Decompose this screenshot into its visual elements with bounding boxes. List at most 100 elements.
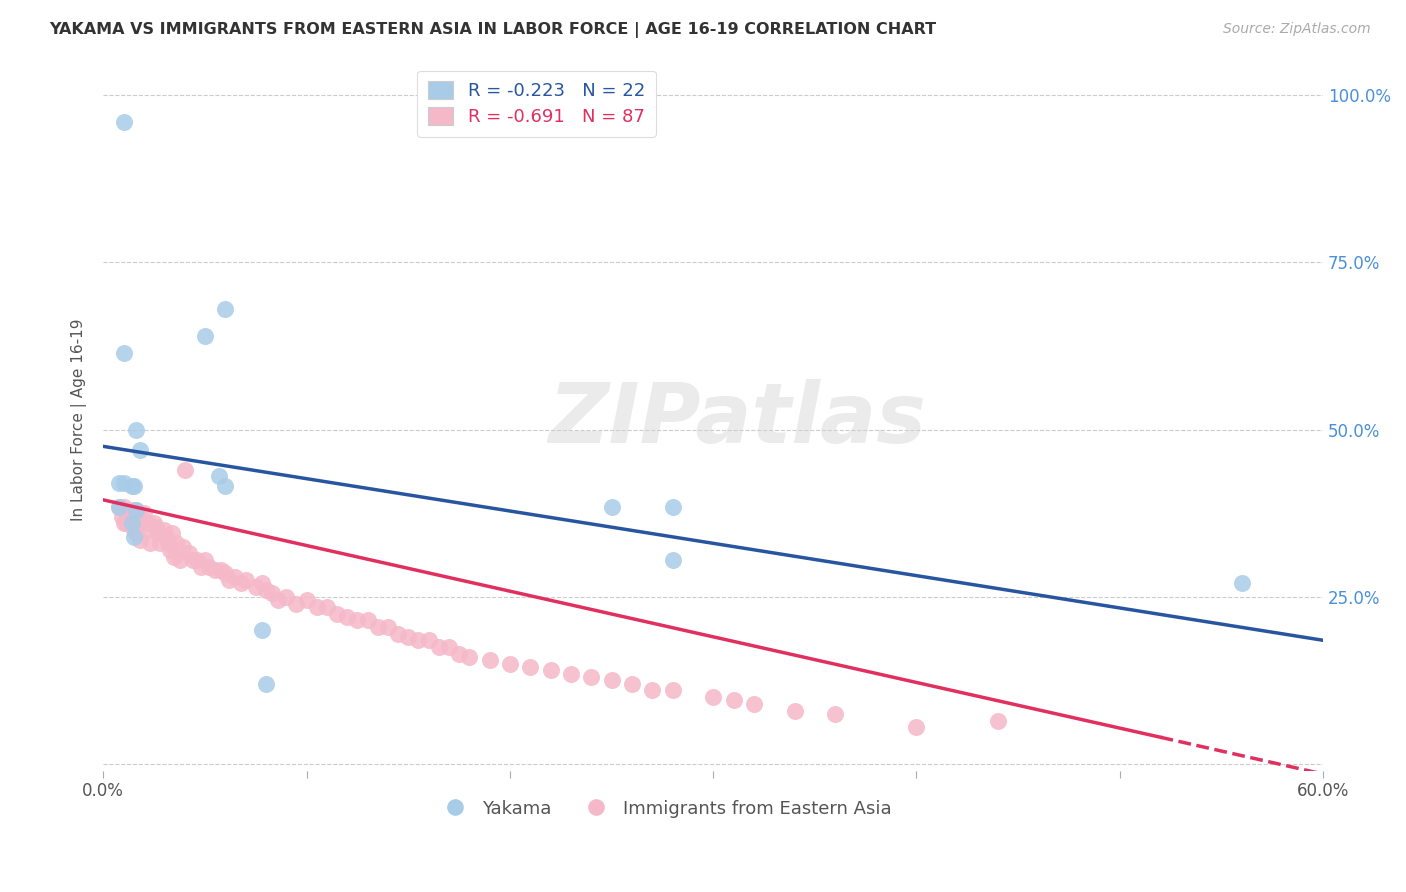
Point [661,500,683,514]
Point [600,500,623,514]
Point [186,553,208,567]
Point [149,536,172,550]
Point [437,640,460,654]
Point [125,526,148,541]
Point [824,706,846,721]
Point [367,620,389,634]
Point [194,329,217,343]
Point [427,640,450,654]
Point [172,540,194,554]
Point [702,690,724,705]
Point [285,597,308,611]
Point [132,506,155,520]
Point [250,576,273,591]
Point [125,423,148,437]
Point [157,536,180,550]
Point [181,553,204,567]
Point [214,566,236,581]
Point [190,559,212,574]
Point [135,523,157,537]
Point [118,509,141,524]
Legend: Yakama, Immigrants from Eastern Asia: Yakama, Immigrants from Eastern Asia [429,792,900,825]
Point [143,516,166,531]
Point [169,553,191,567]
Text: Source: ZipAtlas.com: Source: ZipAtlas.com [1223,22,1371,37]
Point [136,516,159,531]
Point [214,479,236,493]
Point [519,660,541,674]
Point [326,607,349,621]
Point [235,573,257,587]
Point [112,476,135,491]
Point [108,500,131,514]
Point [139,536,162,550]
Point [218,573,240,587]
Point [117,503,139,517]
Point [112,500,135,514]
Point [114,516,136,531]
Point [173,463,195,477]
Point [231,576,253,591]
Point [194,553,217,567]
Point [128,533,150,547]
Point [396,630,419,644]
Point [177,546,200,560]
Point [499,657,522,671]
Point [128,442,150,457]
Point [254,583,277,598]
Y-axis label: In Labor Force | Age 16-19: In Labor Force | Age 16-19 [72,318,87,521]
Point [162,526,184,541]
Point [250,624,273,638]
Point [128,509,150,524]
Point [208,469,231,483]
Point [122,530,145,544]
Point [224,570,246,584]
Point [153,523,176,537]
Point [204,563,226,577]
Point [121,479,143,493]
Point [155,530,177,544]
Point [346,613,368,627]
Point [260,586,283,600]
Point [305,599,328,614]
Point [163,549,186,564]
Point [356,613,378,627]
Point [641,683,664,698]
Point [987,714,1010,728]
Point [377,620,399,634]
Point [315,599,337,614]
Point [620,677,643,691]
Point [600,673,623,688]
Point [121,516,143,531]
Point [145,519,167,533]
Point [122,523,145,537]
Text: ZIPatlas: ZIPatlas [548,379,927,460]
Point [245,580,267,594]
Point [209,563,232,577]
Point [121,516,143,531]
Point [723,693,745,707]
Point [122,503,145,517]
Point [112,115,135,129]
Point [408,633,430,648]
Point [418,633,440,648]
Point [661,683,683,698]
Point [783,704,806,718]
Point [112,516,135,531]
Point [447,647,470,661]
Point [1230,576,1253,591]
Point [458,650,481,665]
Point [905,720,928,734]
Point [146,526,169,541]
Point [661,553,683,567]
Point [387,626,409,640]
Point [110,509,132,524]
Point [267,593,290,607]
Point [478,653,501,667]
Point [336,610,359,624]
Point [108,476,131,491]
Point [214,302,236,317]
Point [127,516,149,531]
Point [108,500,131,514]
Point [159,543,181,558]
